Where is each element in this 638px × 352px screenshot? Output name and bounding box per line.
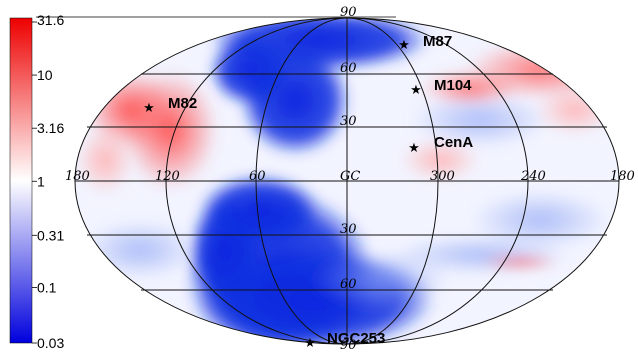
grid-labels: 180 120 60 GC 300 240 180 90 60 30 30 60… [65, 5, 635, 352]
lon-label-180-right: 180 [610, 169, 635, 184]
source-m82-marker: ★ [143, 101, 155, 116]
source-ngc253-marker: ★ [304, 336, 316, 351]
source-m87-marker: ★ [398, 38, 410, 53]
colorbar-tick-label: 10 [37, 67, 53, 83]
colorbar-tick-label: 1 [37, 173, 45, 189]
sources: ★ M87 ★ M104 ★ M82 ★ CenA ★ NGC253 [143, 33, 473, 351]
colorbar-gradient [9, 17, 33, 344]
lon-label-120: 120 [155, 169, 180, 184]
lat-label-30n: 30 [340, 114, 357, 129]
lat-label-30s: 30 [340, 222, 357, 237]
lat-label-60n: 60 [340, 61, 357, 76]
source-m87[interactable]: ★ M87 [398, 33, 452, 53]
source-m87-label: M87 [423, 33, 452, 50]
source-ngc253[interactable]: ★ NGC253 [304, 330, 385, 351]
colorbar-tick-label: 3.16 [37, 120, 64, 136]
source-cena[interactable]: ★ CenA [408, 134, 473, 156]
source-m104-marker: ★ [410, 83, 422, 98]
colorbar-tick-label: 0.31 [37, 227, 64, 243]
source-m82[interactable]: ★ M82 [143, 95, 197, 116]
lat-label-90n: 90 [340, 5, 357, 20]
colorbar-ticks: 31.6 10 3.16 1 0.31 0.1 0.03 [32, 12, 64, 351]
colorbar-tick-label: 31.6 [37, 12, 64, 28]
lat-label-60s: 60 [340, 277, 357, 292]
source-m104[interactable]: ★ M104 [410, 77, 472, 98]
colorbar: 31.6 10 3.16 1 0.31 0.1 0.03 [9, 12, 64, 351]
source-cena-marker: ★ [408, 141, 420, 156]
lon-label-300: 300 [430, 169, 455, 184]
source-m104-label: M104 [434, 77, 472, 94]
lon-label-180-left: 180 [65, 169, 90, 184]
lon-label-gc: GC [340, 169, 360, 184]
source-m82-label: M82 [168, 95, 197, 112]
lon-label-240: 240 [520, 169, 546, 184]
colorbar-tick-label: 0.03 [37, 335, 64, 351]
source-ngc253-label: NGC253 [327, 330, 385, 347]
source-cena-label: CenA [434, 134, 473, 151]
lon-label-60: 60 [249, 169, 266, 184]
graticule [74, 17, 620, 345]
lat-label-90s: 90 [340, 338, 357, 352]
colorbar-tick-label: 0.1 [37, 279, 57, 295]
